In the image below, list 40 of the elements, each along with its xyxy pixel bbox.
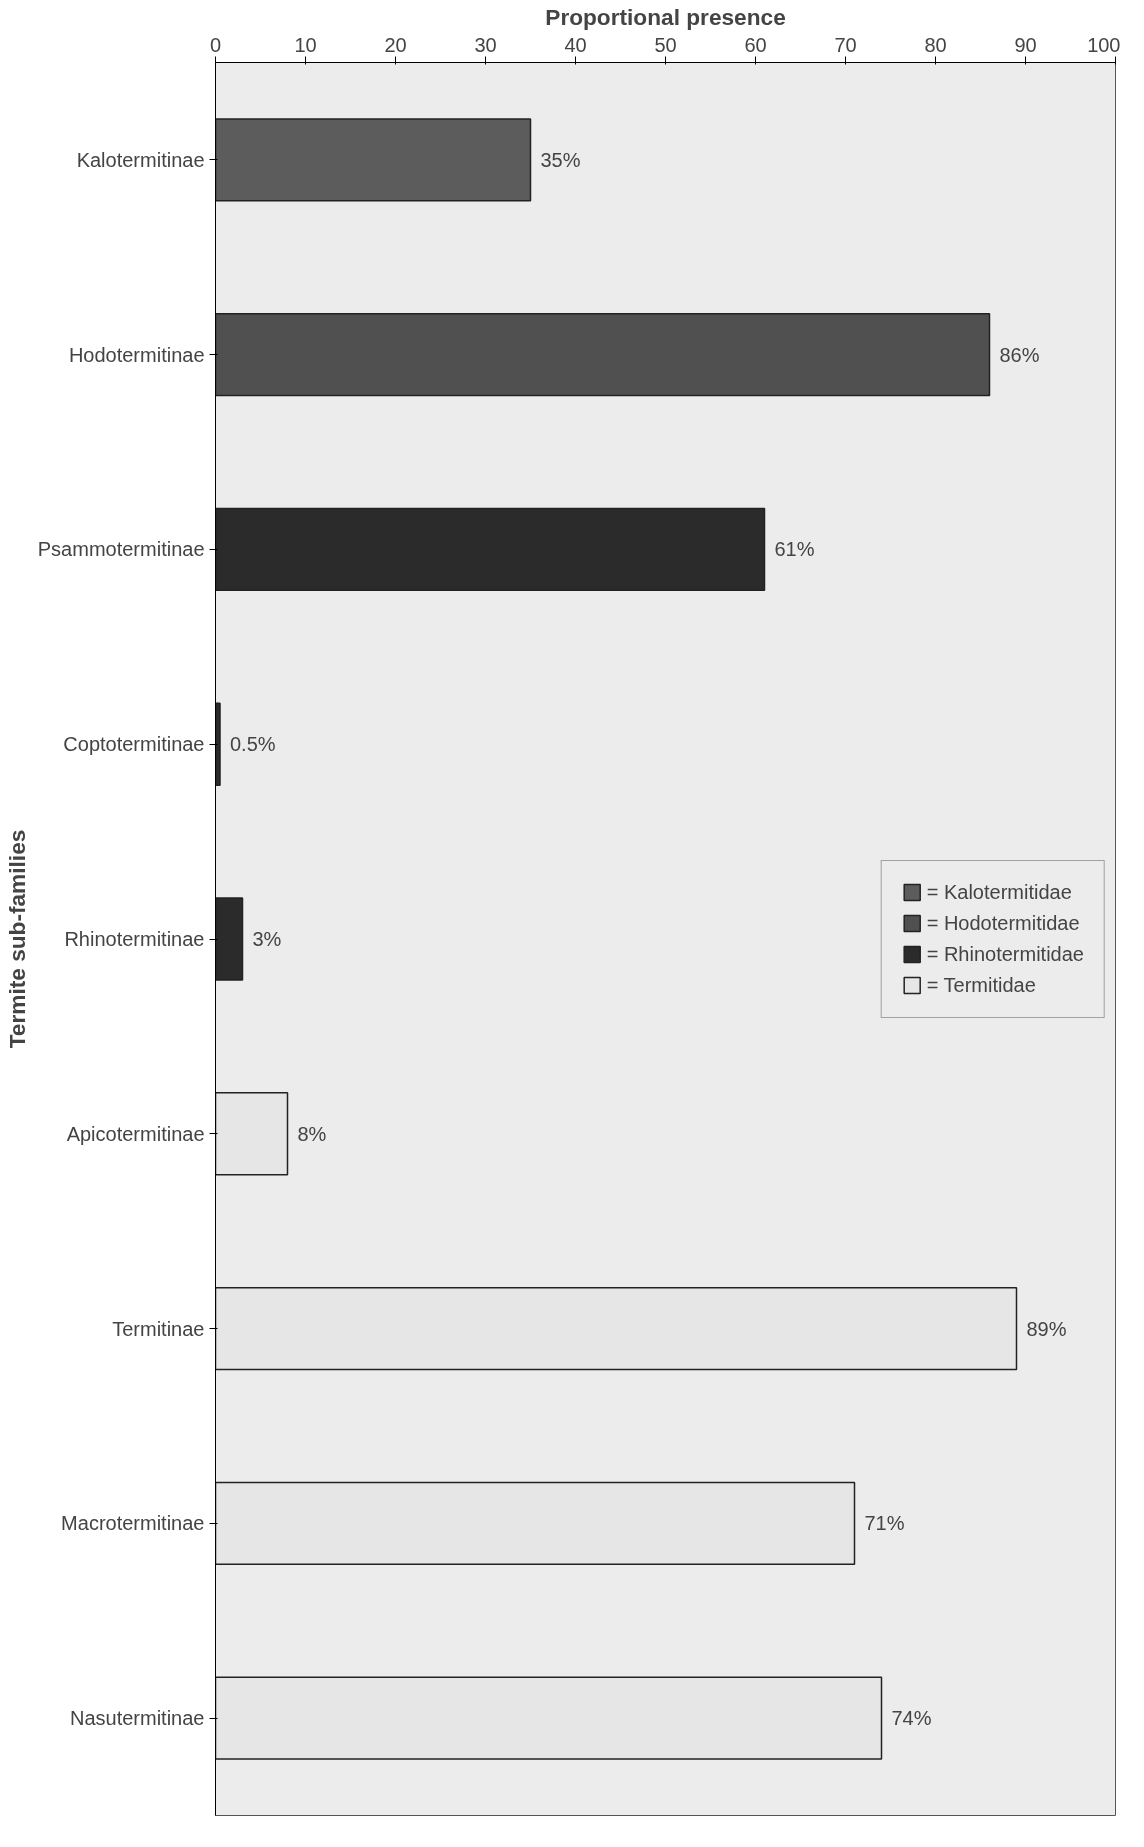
legend-label: = Hodotermitidae [926, 911, 1080, 935]
data-label: 86% [999, 343, 1040, 366]
x-tick-label: 50 [654, 33, 677, 56]
y-tick-label: Kalotermitinae [76, 148, 205, 171]
legend-label: = Termitidae [926, 973, 1036, 997]
x-tick-label: 10 [294, 33, 317, 56]
bar [215, 313, 991, 397]
x-tick-label: 80 [924, 33, 947, 56]
data-label: 35% [540, 148, 581, 171]
y-tick-label: Psammotermitinae [37, 538, 205, 561]
legend-label: = Kalotermitidae [926, 880, 1072, 904]
data-label: 89% [1026, 1317, 1067, 1340]
x-tick-label: 70 [834, 33, 857, 56]
y-tick-label: Macrotermitinae [61, 1512, 205, 1535]
y-axis-title: Termite sub-families [3, 829, 30, 1049]
bar [215, 118, 532, 202]
y-tick-label: Termitinae [112, 1317, 205, 1340]
y-tick-label: Apicotermitinae [66, 1122, 205, 1145]
data-label: 71% [864, 1512, 905, 1535]
data-label: 74% [891, 1707, 932, 1730]
legend-label: = Rhinotermitidae [926, 942, 1084, 966]
data-label: 0.5% [230, 733, 276, 756]
x-tick-label: 0 [209, 33, 222, 56]
x-axis-title: Proportional presence [545, 3, 786, 30]
x-tick-label: 40 [564, 33, 587, 56]
data-label: 3% [252, 928, 282, 950]
data-label: 61% [774, 538, 815, 561]
data-label: 8% [297, 1122, 327, 1145]
y-tick-label: Rhinotermitinae [64, 928, 205, 950]
x-tick-label: 20 [384, 33, 407, 56]
x-tick-label: 90 [1014, 33, 1037, 56]
y-tick-label: Coptotermitinae [63, 733, 205, 756]
x-tick-label: 100 [1087, 33, 1121, 56]
y-tick-label: Hodotermitinae [68, 343, 205, 366]
y-tick-label: Nasutermitinae [70, 1707, 205, 1730]
bar [215, 507, 766, 592]
bar [215, 897, 244, 981]
x-tick-label: 60 [744, 33, 767, 56]
x-tick-label: 30 [474, 33, 497, 56]
bar [215, 702, 221, 786]
